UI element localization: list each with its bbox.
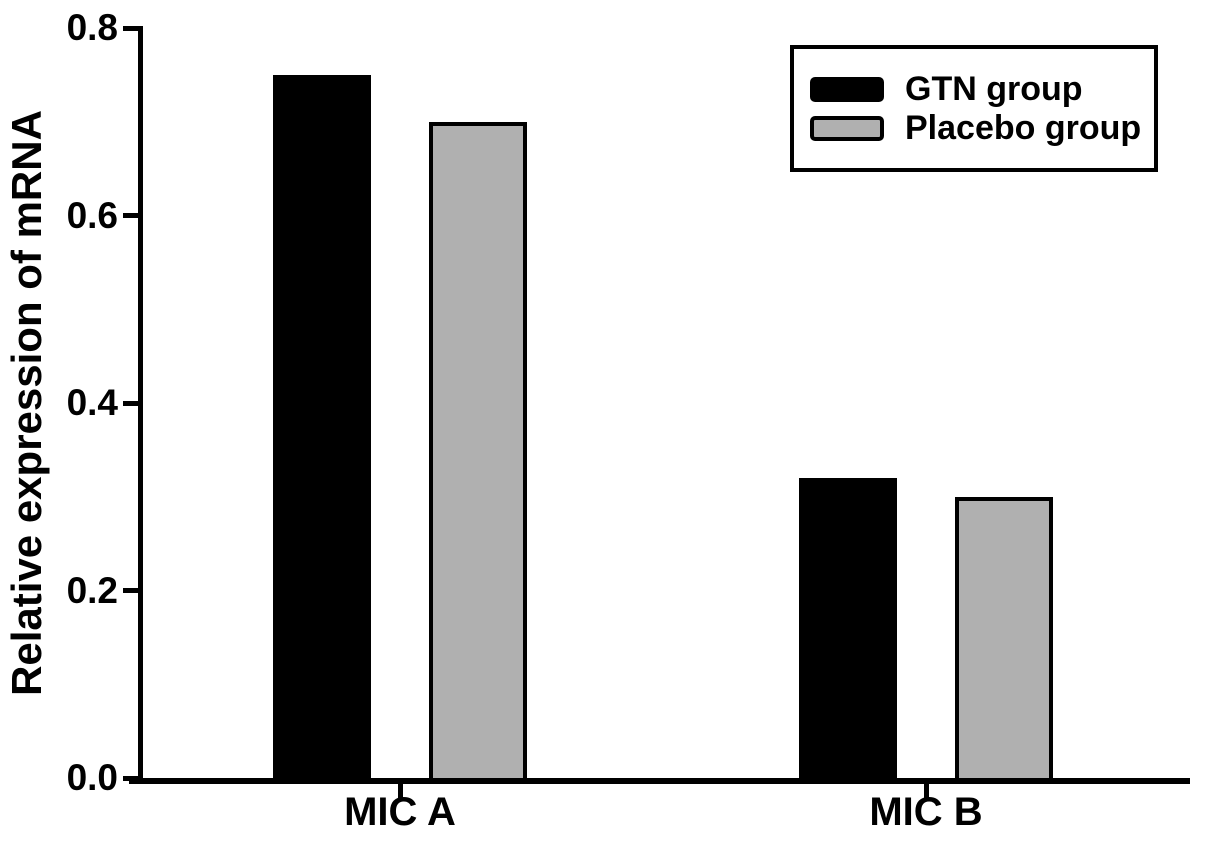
y-tick-label-0.6: 0.6: [66, 194, 118, 236]
y-tick-label-0.0: 0.0: [66, 757, 118, 798]
y-tick-label-0.8: 0.8: [66, 7, 118, 48]
y-tick-0.0: [123, 775, 138, 781]
legend-label-gtn-group: GTN group: [905, 70, 1083, 108]
x-tick-mic-a: [397, 784, 403, 798]
bar-placebo-group-mic-a: [429, 121, 527, 778]
y-tick-0.2: [123, 588, 138, 593]
legend: GTN group Placebo group: [790, 45, 1158, 172]
bar-gtn-group-mic-b: [799, 478, 897, 778]
y-tick-label-0.4: 0.4: [66, 382, 118, 423]
y-tick-0.4: [123, 400, 138, 406]
x-axis-line: [129, 778, 1190, 784]
bar-gtn-group-mic-a: [273, 74, 371, 778]
y-axis-line: [138, 26, 143, 784]
placebo-group-swatch: [810, 115, 884, 141]
x-category-label-mic-a: MIC A: [344, 790, 456, 834]
y-tick-0.8: [123, 25, 138, 31]
gtn-group-swatch: [810, 76, 884, 102]
bar-placebo-group-mic-b: [955, 496, 1053, 778]
x-category-label-mic-b: MIC B: [869, 790, 983, 834]
legend-item-placebo-group: Placebo group: [810, 109, 1154, 147]
legend-label-placebo-group: Placebo group: [905, 109, 1142, 147]
y-tick-label-0.2: 0.2: [66, 569, 118, 611]
legend-item-gtn-group: GTN group: [810, 70, 1154, 108]
x-tick-mic-b: [923, 784, 929, 798]
y-tick-0.6: [123, 213, 138, 218]
